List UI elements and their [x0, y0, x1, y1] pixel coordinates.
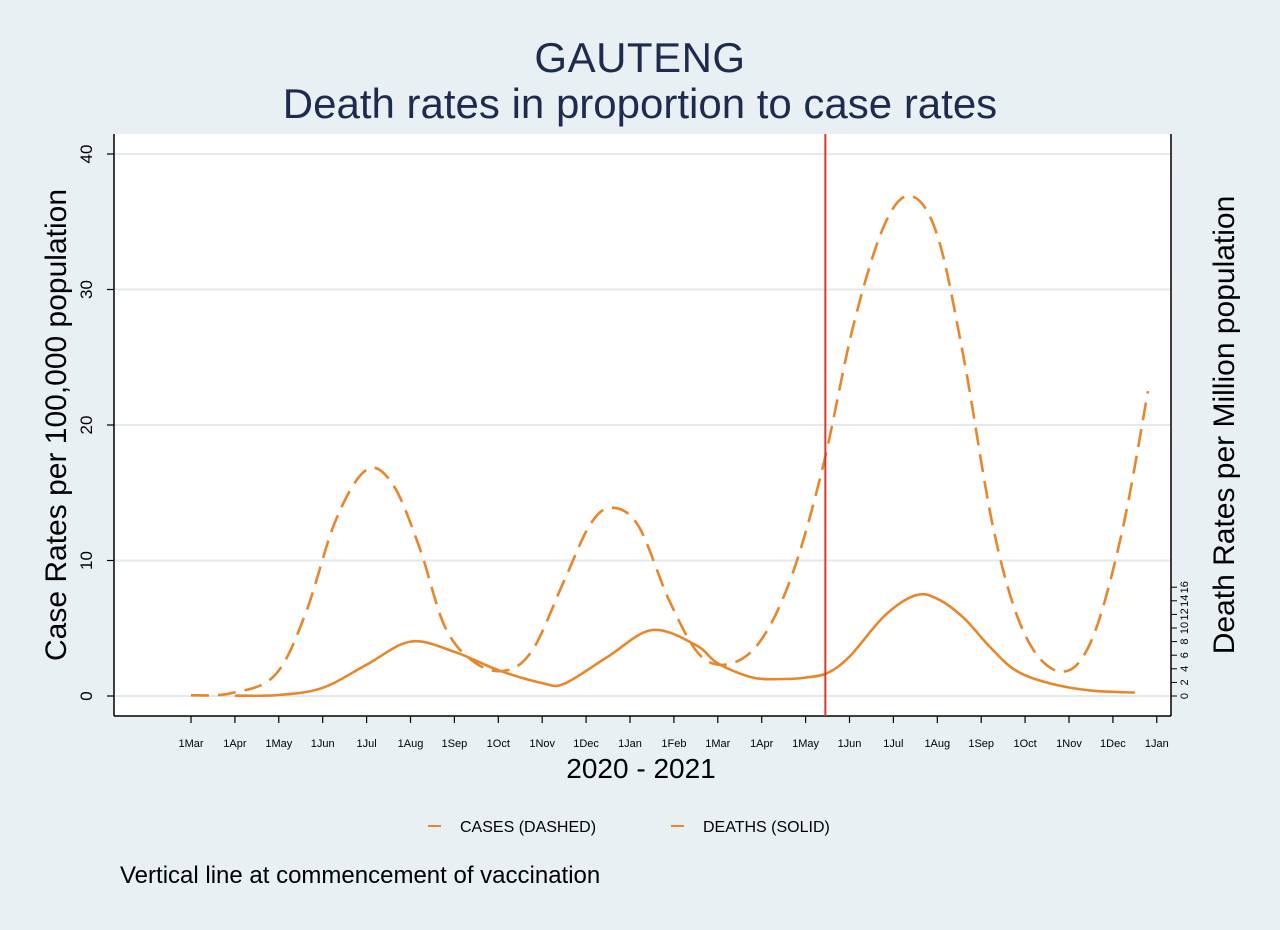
y-left-tick-label: 30 [77, 280, 96, 299]
x-tick-label: 1Mar [178, 738, 203, 750]
x-tick-label: 1Sep [442, 738, 468, 750]
y-left-tick-label: 20 [77, 416, 96, 435]
x-tick-label: 1Aug [924, 738, 950, 750]
legend-cases-label: CASES (DASHED) [460, 819, 596, 836]
y-axis-label-left: Case Rates per 100,000 population [40, 189, 73, 661]
y-left-tick-label: 0 [77, 691, 96, 700]
y-right-tick-label: 16 [1179, 581, 1191, 593]
y-axis-label-right: Death Rates per Million population [1208, 196, 1241, 655]
x-tick-label: 1Dec [1100, 738, 1126, 750]
chart-subtitle: Death rates in proportion to case rates [282, 80, 998, 127]
x-tick-label: 1Apr [750, 738, 774, 750]
y-left-tick-label: 40 [77, 145, 96, 164]
y-right-tick-label: 12 [1179, 608, 1191, 620]
legend: CASES (DASHED) DEATHS (SOLID) [428, 819, 830, 836]
x-tick-label: 1Feb [661, 738, 686, 750]
legend-deaths-label: DEATHS (SOLID) [703, 819, 830, 836]
y-right-tick-label: 14 [1179, 595, 1191, 607]
x-tick-label: 1Jun [838, 738, 862, 750]
x-tick-label: 1Jun [311, 738, 335, 750]
x-tick-label: 1Nov [1056, 738, 1082, 750]
x-tick-label: 1May [792, 738, 819, 750]
deaths-series-line [234, 592, 1135, 698]
x-tick-label: 1Sep [968, 738, 994, 750]
axes [107, 134, 1177, 723]
x-tick-label: 1Jul [357, 738, 377, 750]
x-tick-label: 1Mar [705, 738, 730, 750]
chart-footnote: Vertical line at commencement of vaccina… [120, 862, 601, 889]
y-right-tick-label: 8 [1179, 639, 1191, 645]
y-left-tick-label: 10 [77, 551, 96, 570]
x-tick-label: 1Oct [1013, 738, 1036, 750]
cases-series-line [190, 194, 1150, 697]
x-tick-label: 1Nov [529, 738, 555, 750]
y-right-tick-label: 4 [1179, 666, 1191, 672]
y-right-tick-label: 6 [1179, 652, 1191, 658]
x-tick-label: 1Jul [883, 738, 903, 750]
grid-lines [114, 153, 1171, 697]
x-tick-label: 1Jan [1145, 738, 1169, 750]
x-tick-label: 1Oct [487, 738, 510, 750]
y-right-tick-label: 10 [1179, 622, 1191, 634]
x-tick-label: 1Jan [618, 738, 642, 750]
x-tick-label: 1Dec [573, 738, 599, 750]
series-lines [190, 134, 1150, 716]
x-tick-label: 1May [265, 738, 292, 750]
y-right-tick-label: 2 [1179, 679, 1191, 685]
x-axis-label: 2020 - 2021 [566, 753, 715, 784]
x-tick-label: 1Aug [398, 738, 424, 750]
chart-title: GAUTENG [534, 34, 746, 81]
y-right-tick-label: 0 [1179, 693, 1191, 699]
x-tick-label: 1Apr [223, 738, 247, 750]
